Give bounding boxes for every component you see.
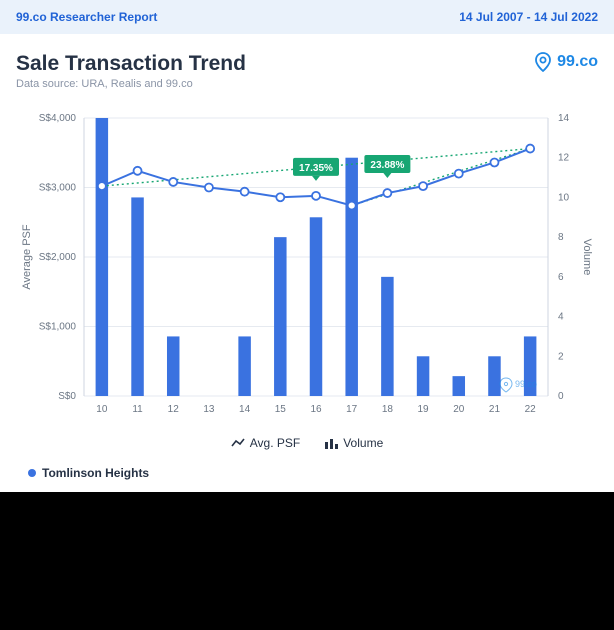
y-right-tick: 14 bbox=[558, 113, 570, 124]
legend-avg-psf-label: Avg. PSF bbox=[250, 436, 300, 450]
x-tick: 16 bbox=[310, 404, 322, 415]
volume-bar bbox=[274, 237, 286, 396]
psf-marker bbox=[526, 145, 534, 153]
series-legend: Tomlinson Heights bbox=[16, 466, 598, 480]
x-tick: 17 bbox=[346, 404, 358, 415]
series-dot bbox=[28, 469, 36, 477]
chart-subtitle: Data source: URA, Realis and 99.co bbox=[16, 78, 598, 90]
growth-badge-pointer bbox=[383, 173, 391, 178]
footer-black bbox=[0, 492, 614, 599]
header-bar: 99.co Researcher Report 14 Jul 2007 - 14… bbox=[0, 0, 614, 34]
volume-bar bbox=[310, 217, 322, 396]
psf-marker bbox=[455, 170, 463, 178]
psf-marker bbox=[312, 192, 320, 200]
psf-marker bbox=[241, 188, 249, 196]
map-pin-icon bbox=[533, 52, 553, 72]
psf-marker bbox=[490, 158, 498, 166]
x-tick: 22 bbox=[525, 404, 537, 415]
x-tick: 19 bbox=[418, 404, 430, 415]
y-right-tick: 8 bbox=[558, 232, 564, 243]
x-tick: 20 bbox=[453, 404, 465, 415]
volume-bar bbox=[453, 376, 465, 396]
x-tick: 18 bbox=[382, 404, 394, 415]
volume-bar bbox=[238, 336, 250, 396]
brand-text: 99.co bbox=[557, 53, 598, 71]
growth-badge-pointer bbox=[312, 176, 320, 181]
x-tick: 10 bbox=[96, 404, 108, 415]
x-tick: 21 bbox=[489, 404, 501, 415]
svg-text:99.co: 99.co bbox=[515, 379, 537, 389]
line-icon bbox=[231, 437, 245, 449]
psf-marker bbox=[276, 193, 284, 201]
y-right-tick: 2 bbox=[558, 351, 564, 362]
y-left-label: Average PSF bbox=[21, 224, 33, 290]
y-right-tick: 0 bbox=[558, 391, 564, 402]
growth-badge-label: 23.88% bbox=[370, 160, 404, 171]
chart-svg: S$0 S$1,000 S$2,000 S$3,000 S$4,000 0 2 4 6 8 10 12… bbox=[16, 106, 596, 426]
chart-title: Sale Transaction Trend bbox=[16, 52, 246, 76]
legend-volume-label: Volume bbox=[343, 436, 383, 450]
psf-marker bbox=[205, 184, 213, 192]
chart-type-legend: Avg. PSF Volume bbox=[16, 436, 598, 450]
psf-marker bbox=[348, 202, 356, 210]
brand-logo: 99.co bbox=[533, 52, 598, 72]
x-tick: 13 bbox=[203, 404, 215, 415]
legend-avg-psf: Avg. PSF bbox=[231, 436, 300, 450]
volume-bar bbox=[345, 158, 357, 396]
psf-marker bbox=[419, 182, 427, 190]
title-row: Sale Transaction Trend 99.co bbox=[16, 52, 598, 76]
x-tick: 11 bbox=[132, 404, 143, 415]
y-right-tick: 12 bbox=[558, 153, 570, 164]
y-left-tick: S$2,000 bbox=[39, 252, 77, 263]
y-right-label: Volume bbox=[581, 239, 593, 276]
content-area: Sale Transaction Trend 99.co Data source… bbox=[0, 34, 614, 492]
psf-marker bbox=[383, 189, 391, 197]
series-name: Tomlinson Heights bbox=[42, 466, 149, 480]
y-left-tick: S$1,000 bbox=[39, 322, 77, 333]
y-right-tick: 6 bbox=[558, 272, 564, 283]
y-right-tick: 4 bbox=[558, 312, 564, 323]
legend-volume: Volume bbox=[324, 436, 383, 450]
bar-icon bbox=[324, 437, 338, 449]
volume-bar bbox=[167, 336, 179, 396]
y-left-tick: S$3,000 bbox=[39, 183, 77, 194]
y-left-tick: S$0 bbox=[58, 391, 76, 402]
volume-bar bbox=[381, 277, 393, 396]
y-left-tick: S$4,000 bbox=[39, 113, 77, 124]
chart-container: S$0 S$1,000 S$2,000 S$3,000 S$4,000 0 2 4 6 8 10 12… bbox=[16, 106, 596, 426]
psf-marker bbox=[134, 167, 142, 175]
x-tick: 12 bbox=[168, 404, 180, 415]
volume-bar bbox=[417, 356, 429, 396]
date-range: 14 Jul 2007 - 14 Jul 2022 bbox=[459, 10, 598, 24]
volume-bar bbox=[488, 356, 500, 396]
volume-bar bbox=[96, 118, 108, 396]
report-label: 99.co Researcher Report bbox=[16, 10, 157, 24]
report-card: 99.co Researcher Report 14 Jul 2007 - 14… bbox=[0, 0, 614, 492]
x-tick: 15 bbox=[275, 404, 287, 415]
psf-marker bbox=[169, 178, 177, 186]
growth-badge-label: 17.35% bbox=[299, 163, 333, 174]
psf-marker bbox=[98, 182, 106, 190]
y-right-tick: 10 bbox=[558, 192, 570, 203]
x-tick: 14 bbox=[239, 404, 251, 415]
volume-bar bbox=[131, 197, 143, 396]
